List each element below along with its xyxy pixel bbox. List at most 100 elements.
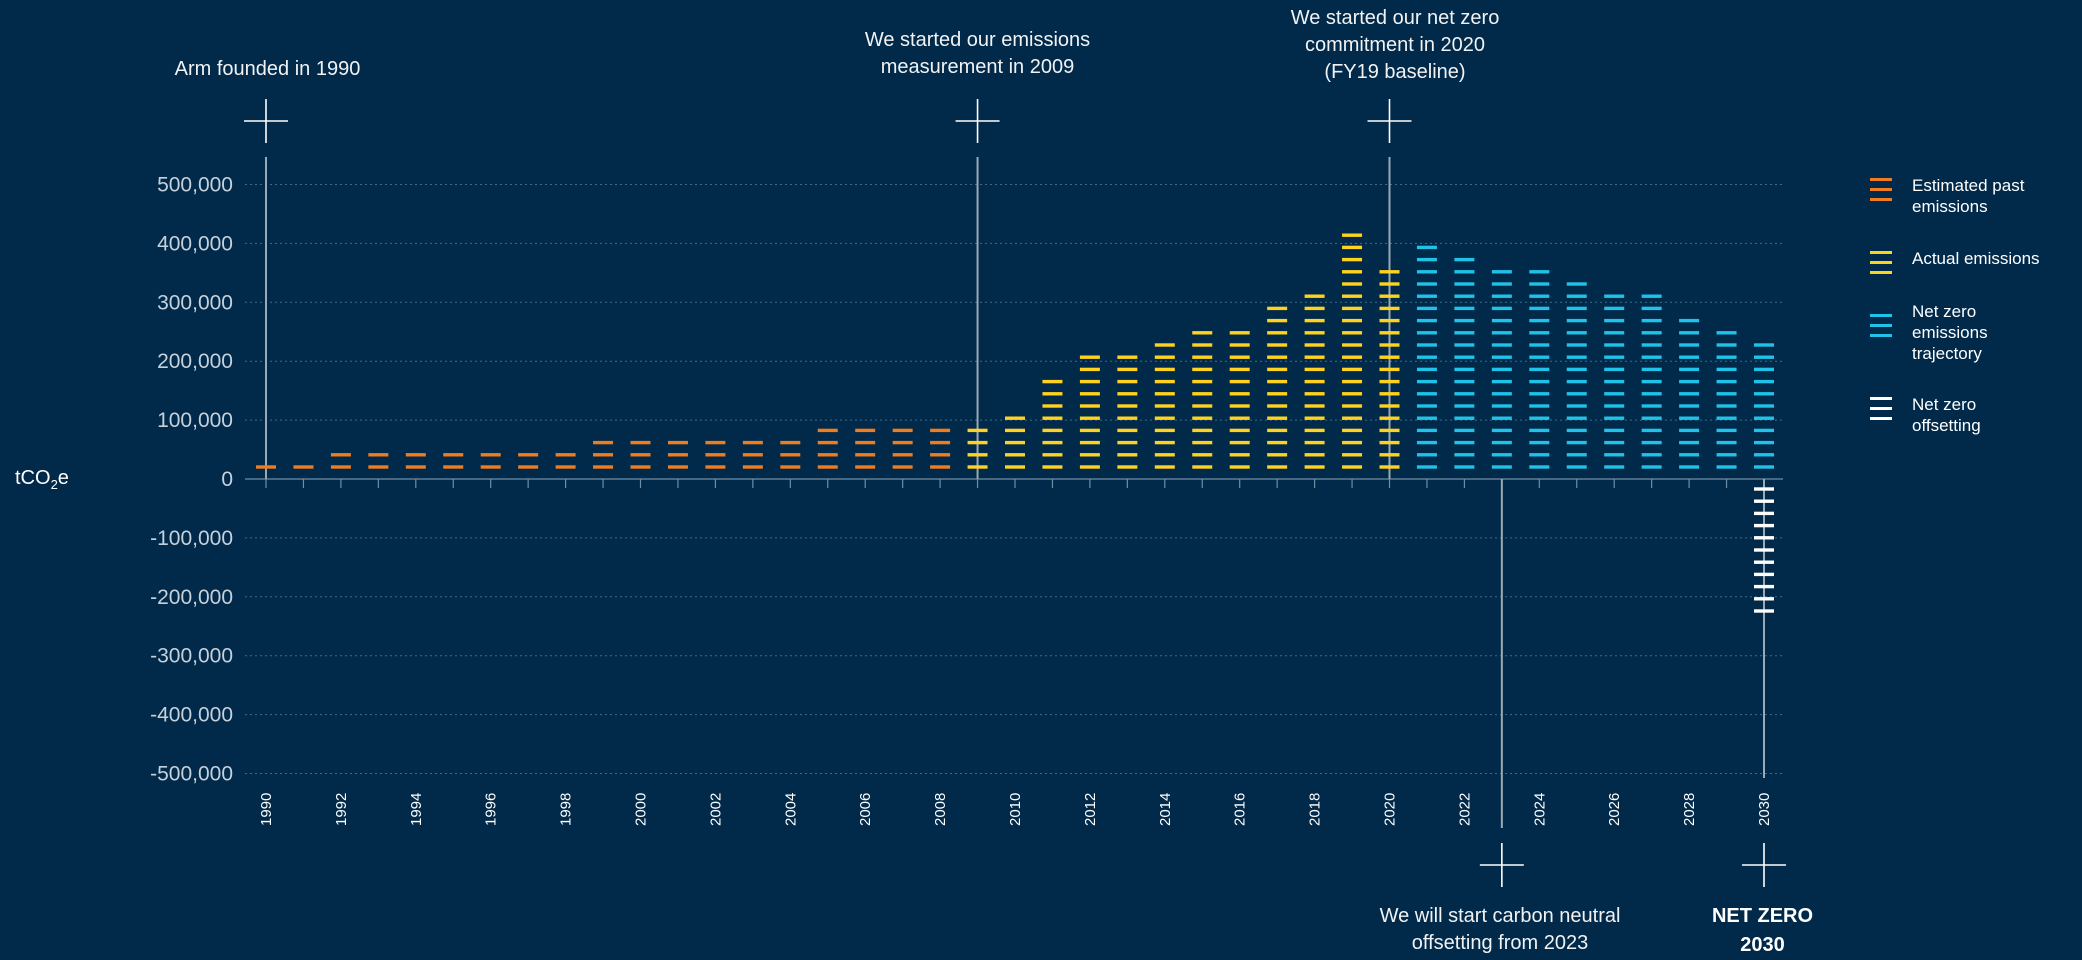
bar-dash (1304, 465, 1325, 469)
legend-label-offsetting: Net zero offsetting (1912, 395, 1981, 435)
bar-dash (1454, 343, 1475, 347)
bar-dash (1754, 367, 1774, 372)
annotation-commit-line3: (FY19 baseline) (1324, 61, 1466, 83)
bar-dash (1566, 465, 1587, 469)
bar-dash (1416, 392, 1437, 396)
bar-dash (1529, 294, 1550, 298)
bar-dash (1641, 379, 1662, 384)
annotation-commit-line2: commitment in 2020 (1304, 34, 1486, 56)
bar-dash (1491, 270, 1512, 274)
bar (256, 465, 276, 469)
bar (480, 453, 501, 469)
bar-dash (1304, 318, 1325, 323)
bar-dash (480, 453, 501, 457)
bar-dash (1641, 453, 1662, 457)
bar-dash (1342, 428, 1363, 433)
bar-dash (1566, 367, 1587, 372)
bar-dash (1416, 404, 1437, 408)
bar (593, 440, 614, 469)
bar-dash (1566, 343, 1587, 347)
bar-dash (1679, 440, 1700, 445)
bar-dash (1379, 392, 1400, 396)
bar-dash (1379, 440, 1400, 445)
bar (1566, 282, 1587, 469)
bar-dash (1641, 392, 1662, 396)
annotation-netzero-2030: NET ZERO 2030 (1690, 902, 1835, 960)
bar-dash (1566, 294, 1587, 298)
bar-dash (1566, 331, 1587, 335)
y-tick-label: 100,000 (157, 409, 233, 432)
bar-dash (1454, 453, 1475, 457)
bar-dash (1754, 355, 1774, 359)
bar-dash (1641, 465, 1662, 469)
bar-dash (1154, 404, 1175, 408)
crosshair-icon (955, 99, 1000, 143)
x-tick-label: 2012 (1082, 793, 1099, 826)
bar-dash (1342, 343, 1363, 347)
bar (630, 440, 651, 469)
bar-dash (1491, 453, 1512, 457)
bar (1154, 343, 1175, 469)
y-tick-label: -200,000 (150, 586, 233, 609)
bar-dash (1566, 416, 1587, 420)
bar-dash (630, 453, 651, 457)
bar (518, 453, 539, 469)
bar-dash (1379, 465, 1400, 469)
bar-dash (967, 453, 988, 457)
bar (1679, 318, 1700, 469)
bar-dash (1716, 416, 1737, 420)
bar-dash (1604, 355, 1625, 359)
bar-dash (1379, 453, 1400, 457)
y-unit-suffix: e (57, 467, 69, 489)
bar-dash (1379, 282, 1400, 286)
x-tick-label: 1996 (483, 793, 500, 826)
bar-dash (1267, 331, 1288, 335)
bar (1641, 294, 1662, 469)
x-tick-label: 2028 (1681, 793, 1698, 826)
bar-dash (1716, 453, 1737, 457)
y-tick-label: 200,000 (157, 350, 233, 373)
bar-dash (930, 453, 951, 457)
orange-dash-icon (1870, 178, 1892, 208)
bar-dash (1416, 428, 1437, 433)
bar-dash (1754, 609, 1774, 613)
bar-dash (1604, 367, 1625, 372)
x-tick-label: 2020 (1382, 793, 1399, 826)
bar-dash (1117, 392, 1138, 396)
bar-dash (1754, 597, 1774, 601)
bar-dash (1529, 282, 1550, 286)
bar-dash (1641, 318, 1662, 323)
bar-dash (1679, 416, 1700, 420)
bar-dash (1267, 306, 1288, 311)
bar (1117, 355, 1138, 469)
bar-dash (1604, 404, 1625, 408)
bar-dash (1154, 392, 1175, 396)
bar-dash (1079, 404, 1100, 408)
bar-dash (1754, 572, 1774, 577)
bar-dash (1304, 392, 1325, 396)
bar-dash (1304, 453, 1325, 457)
bar-dash (1117, 404, 1138, 408)
bar (1229, 331, 1250, 469)
x-tick-label: 1998 (558, 793, 575, 826)
bar-dash (855, 453, 876, 457)
x-tick-label: 2002 (707, 793, 724, 826)
bar-dash (967, 440, 988, 445)
bar (817, 428, 838, 469)
annotation-measurement-line1: We started our emissions (864, 29, 1091, 51)
bar-dash (630, 465, 651, 469)
bar-dash (1566, 392, 1587, 396)
bar-dash (742, 465, 763, 469)
bar-dash (1416, 306, 1437, 311)
bar-dash (1229, 404, 1250, 408)
y-unit-prefix: tCO (15, 467, 51, 489)
bar-dash (1342, 294, 1363, 298)
bar-dash (1454, 318, 1475, 323)
bar-dash (368, 465, 389, 469)
bar-dash (1716, 404, 1737, 408)
bar-dash (1154, 428, 1175, 433)
bar-dash (1192, 453, 1213, 457)
bar (1454, 257, 1475, 469)
bar-dash (1454, 428, 1475, 433)
bar-dash (1192, 367, 1213, 372)
